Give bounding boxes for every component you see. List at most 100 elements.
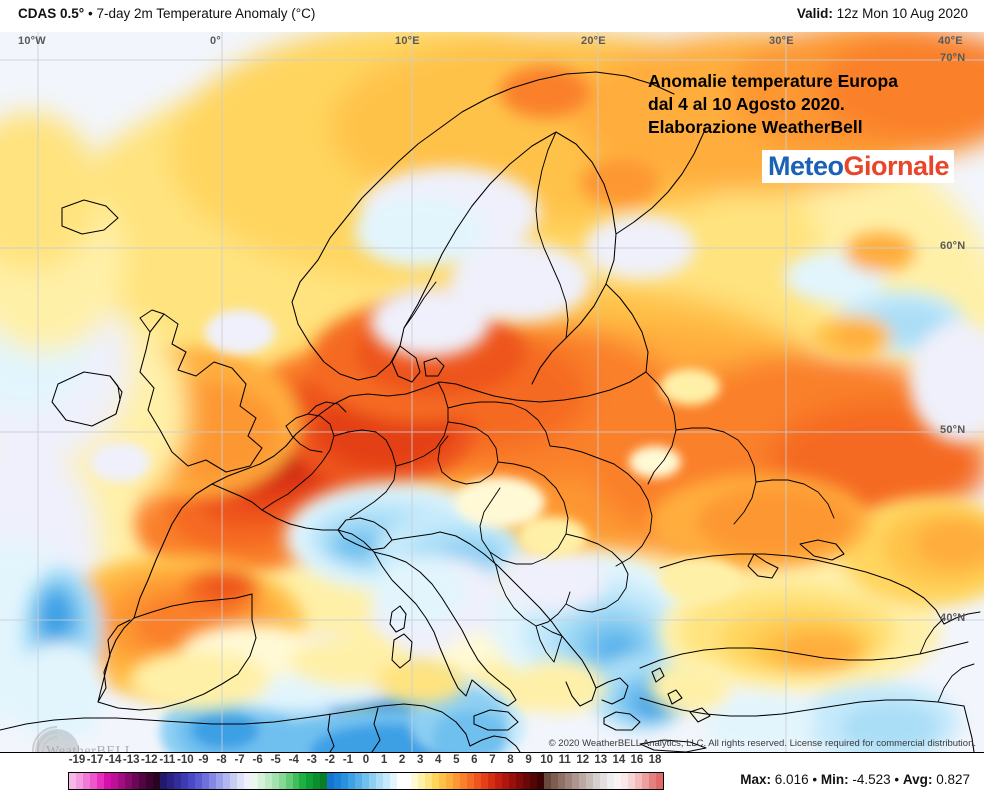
lat-label-40n: 40°N [940, 612, 966, 624]
legend-tick: -4 [288, 754, 299, 766]
legend-swatch [648, 773, 656, 789]
legend-tick: 14 [612, 754, 626, 766]
legend-swatch [376, 773, 384, 789]
statistics-summary: Max: 6.016 • Min: -4.523 • Avg: 0.827 [740, 772, 970, 787]
legend-swatch [334, 773, 342, 789]
legend-swatch [348, 773, 356, 789]
legend-swatch [509, 773, 516, 789]
legend-swatch [488, 773, 496, 789]
legend-swatch [390, 773, 398, 789]
lon-label-40e: 40°E [938, 35, 963, 47]
caption-line-2: dal 4 al 10 Agosto 2020. [648, 94, 845, 114]
legend-swatch [641, 773, 649, 789]
legend-swatch [557, 773, 565, 789]
legend-swatch [292, 773, 300, 789]
legend-tick: 4 [435, 754, 442, 766]
legend-swatch [264, 773, 272, 789]
legend-tick: 5 [453, 754, 460, 766]
legend-swatch [578, 773, 586, 789]
temperature-anomaly-map[interactable]: 10°W 0° 10°E 20°E 30°E 40°E 70°N 60°N 50… [0, 32, 984, 753]
legend-tick: 3 [416, 754, 424, 766]
legend-swatch [229, 773, 237, 789]
legend-swatch [306, 773, 314, 789]
header-separator: • [87, 6, 93, 21]
legend-swatch [495, 773, 503, 789]
stats-sep-1: • [812, 772, 818, 787]
legend-swatch [564, 773, 572, 789]
legend-tick: 1 [380, 754, 388, 766]
stats-sep-2: • [894, 772, 900, 787]
legend-tick: -5 [270, 754, 281, 766]
copyright-notice: © 2020 WeatherBELL Analytics, LLC. All r… [548, 738, 976, 749]
legend-swatch [383, 773, 391, 789]
legend-swatch [425, 773, 433, 789]
header-title: CDAS 0.5° • 7-day 2m Temperature Anomaly… [18, 6, 315, 21]
map-canvas [0, 32, 984, 752]
legend-swatch [159, 773, 167, 789]
legend-swatch [327, 773, 335, 789]
legend-swatch [502, 773, 510, 789]
legend-swatch [138, 773, 146, 789]
legend-tick: 12 [576, 754, 590, 766]
min-value: -4.523 [852, 772, 891, 787]
legend-tick: 7 [489, 754, 496, 766]
legend-swatch [131, 773, 139, 789]
legend-swatch [117, 773, 125, 789]
legend-tick: -17 [86, 754, 104, 766]
legend-swatch [243, 773, 251, 789]
caption-line-1: Anomalie temperature Europa [648, 71, 898, 91]
legend-swatch [446, 773, 454, 789]
legend-swatch [285, 773, 293, 789]
legend-tick: -2 [324, 754, 335, 766]
legend-swatch [362, 773, 370, 789]
legend-swatch [397, 773, 405, 789]
legend-swatch [467, 773, 475, 789]
lon-label-20e: 20°E [581, 35, 606, 47]
legend-tick: 16 [630, 754, 644, 766]
legend-swatch [439, 773, 447, 789]
legend-swatch [152, 773, 160, 789]
legend-tick: -9 [198, 754, 209, 766]
legend-swatch [418, 773, 426, 789]
legend-tick: 11 [558, 754, 571, 766]
legend-swatch [250, 773, 258, 789]
legend-swatch [516, 773, 523, 789]
legend-swatch [257, 773, 265, 789]
meteo-giornale-logo: MeteoGiornale [762, 150, 955, 183]
legend-swatch [474, 773, 482, 789]
lon-label-30e: 30°E [769, 35, 794, 47]
legend-swatch [592, 773, 600, 789]
legend-swatch [75, 773, 83, 789]
legend-swatch [369, 773, 377, 789]
legend-swatch [571, 773, 579, 789]
legend-swatch [313, 773, 321, 789]
legend-tick-labels: -19 -17 -14 -13 -12 -11 -10 -9 -8 -7 -6 -5 -4 -3 -2 -1 0… [0, 753, 680, 771]
legend-tick: -1 [342, 754, 354, 766]
legend-swatch [550, 773, 558, 789]
legend-swatch [543, 773, 551, 789]
lat-label-70n: 70°N [940, 52, 966, 64]
legend-swatch [222, 773, 230, 789]
avg-label: Avg: [902, 772, 933, 787]
annotation-caption: Anomalie temperature Europa dal 4 al 10 … [648, 70, 978, 139]
legend-swatch [194, 773, 202, 789]
legend-tick: 6 [471, 754, 478, 766]
lat-label-50n: 50°N [940, 424, 966, 436]
legend-swatch [453, 773, 461, 789]
legend-swatch [145, 773, 153, 789]
watermark-text: WeatherBELL [46, 744, 134, 753]
legend-swatch [180, 773, 188, 789]
legend-swatch [341, 773, 349, 789]
legend-swatch [613, 773, 621, 789]
legend-swatch [166, 773, 174, 789]
valid-time: Valid: 12z Mon 10 Aug 2020 [797, 6, 968, 21]
legend-tick: 2 [398, 754, 406, 766]
min-label: Min: [820, 772, 849, 787]
legend-swatch [481, 773, 489, 789]
legend-tick: 10 [540, 754, 553, 766]
legend-swatch [522, 773, 530, 789]
legend-swatch [529, 773, 537, 789]
avg-value: 0.827 [936, 772, 970, 787]
model-label: CDAS 0.5° [18, 6, 85, 21]
